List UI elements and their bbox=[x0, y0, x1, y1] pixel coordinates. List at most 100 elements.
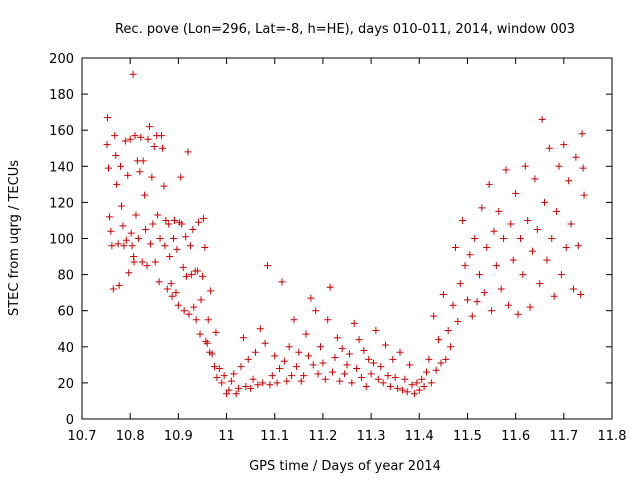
data-point bbox=[292, 363, 300, 371]
data-point bbox=[526, 303, 534, 311]
data-point bbox=[478, 204, 486, 212]
data-point bbox=[348, 379, 356, 387]
x-tick-label: 10.7 bbox=[68, 429, 97, 444]
data-point bbox=[112, 151, 120, 159]
data-point bbox=[126, 135, 134, 143]
x-tick-label: 10.9 bbox=[164, 429, 193, 444]
data-point bbox=[190, 303, 198, 311]
x-tick-label: 11.3 bbox=[357, 429, 386, 444]
y-tick-label: 180 bbox=[49, 88, 74, 103]
data-point bbox=[208, 350, 216, 358]
data-point bbox=[435, 336, 443, 344]
data-point bbox=[553, 207, 561, 215]
data-point bbox=[105, 164, 112, 172]
data-point bbox=[531, 175, 539, 183]
x-tick-label: 11 bbox=[218, 429, 235, 444]
data-point bbox=[490, 227, 498, 235]
data-point bbox=[186, 242, 194, 250]
data-point bbox=[538, 115, 546, 123]
data-point bbox=[111, 132, 119, 140]
data-point bbox=[261, 339, 269, 347]
data-point bbox=[459, 216, 467, 224]
data-point bbox=[541, 198, 549, 206]
data-points bbox=[103, 70, 588, 398]
data-point bbox=[256, 325, 264, 333]
data-point bbox=[187, 271, 195, 279]
data-point bbox=[196, 330, 204, 338]
data-point bbox=[572, 153, 580, 161]
data-point bbox=[560, 141, 568, 149]
x-tick-label: 10.8 bbox=[116, 429, 145, 444]
data-point bbox=[290, 316, 298, 324]
y-tick-label: 100 bbox=[49, 233, 74, 248]
data-point bbox=[377, 363, 385, 371]
data-point bbox=[194, 267, 202, 275]
data-point bbox=[355, 336, 363, 344]
data-point bbox=[476, 271, 483, 279]
data-point bbox=[300, 372, 308, 380]
data-point bbox=[319, 359, 327, 367]
data-point bbox=[199, 215, 207, 223]
data-point bbox=[165, 220, 173, 228]
data-point bbox=[430, 312, 438, 320]
data-point bbox=[574, 242, 582, 250]
y-tick-label: 200 bbox=[49, 52, 74, 67]
data-point bbox=[516, 235, 524, 242]
data-point bbox=[578, 130, 586, 138]
data-point bbox=[437, 359, 445, 367]
data-point bbox=[447, 343, 455, 351]
data-point bbox=[386, 383, 394, 391]
data-point bbox=[536, 280, 544, 288]
data-point bbox=[268, 372, 276, 380]
y-tick-label: 40 bbox=[57, 341, 74, 356]
data-point bbox=[144, 135, 152, 143]
data-point bbox=[439, 290, 447, 298]
data-point bbox=[143, 262, 151, 270]
data-point bbox=[456, 280, 464, 288]
data-point bbox=[577, 290, 585, 298]
data-point bbox=[158, 144, 166, 152]
data-point bbox=[579, 164, 587, 172]
data-point bbox=[304, 352, 312, 360]
data-point bbox=[509, 256, 517, 264]
data-point bbox=[130, 258, 138, 266]
data-point bbox=[420, 383, 428, 391]
data-point bbox=[408, 381, 416, 389]
data-point bbox=[350, 319, 358, 327]
data-point bbox=[555, 162, 563, 170]
data-point bbox=[449, 301, 457, 309]
data-point bbox=[557, 271, 565, 279]
x-tick-label: 11.8 bbox=[598, 429, 627, 444]
data-point bbox=[142, 225, 150, 233]
data-point bbox=[115, 281, 123, 289]
data-point bbox=[521, 162, 529, 170]
data-point bbox=[580, 191, 588, 199]
data-point bbox=[225, 386, 233, 394]
data-point bbox=[150, 142, 158, 150]
data-point bbox=[215, 364, 223, 372]
data-point bbox=[204, 316, 212, 324]
data-point bbox=[543, 256, 551, 264]
data-point bbox=[398, 386, 406, 394]
data-point bbox=[567, 220, 575, 228]
data-point bbox=[137, 133, 145, 141]
data-point bbox=[384, 372, 392, 380]
data-point bbox=[324, 316, 332, 324]
data-point bbox=[182, 233, 190, 241]
data-point bbox=[302, 330, 310, 338]
data-point bbox=[232, 390, 240, 398]
data-point bbox=[333, 334, 341, 342]
data-point bbox=[247, 384, 255, 392]
data-point bbox=[197, 296, 205, 304]
data-point bbox=[488, 307, 496, 315]
data-point bbox=[179, 263, 187, 271]
data-point bbox=[353, 364, 361, 372]
data-point bbox=[307, 294, 315, 302]
data-point bbox=[220, 372, 228, 380]
data-point bbox=[529, 247, 536, 255]
data-point bbox=[410, 390, 418, 398]
data-point bbox=[264, 262, 271, 270]
data-point bbox=[468, 312, 476, 320]
data-point bbox=[504, 301, 512, 309]
data-point bbox=[519, 271, 527, 279]
